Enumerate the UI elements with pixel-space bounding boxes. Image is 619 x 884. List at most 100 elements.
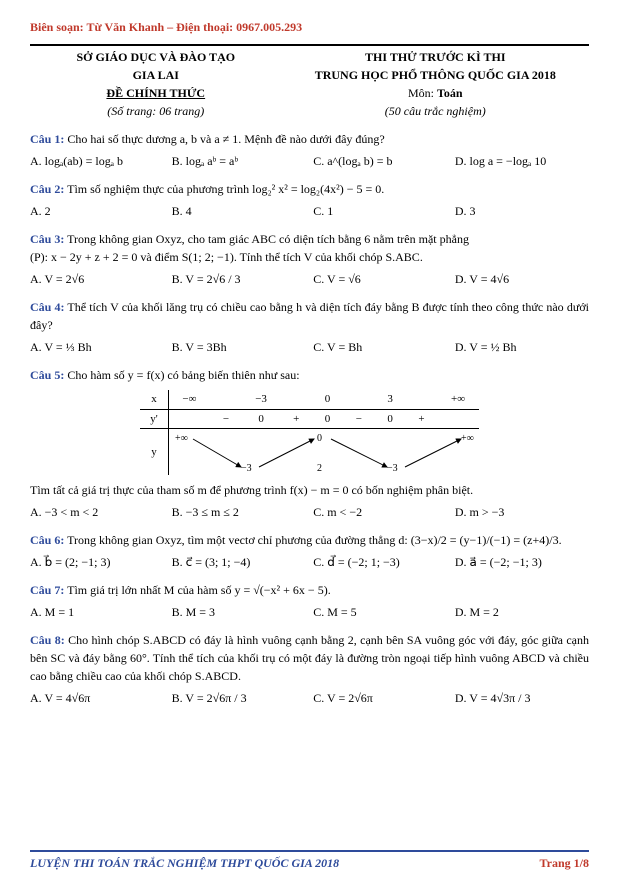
cell: y: [140, 429, 168, 476]
row-yp: y' − 0 + 0 − 0 +: [140, 409, 478, 429]
page-footer: LUYỆN THI TOÁN TRẮC NGHIỆM THPT QUỐC GIA…: [30, 850, 589, 872]
cell: 0: [242, 409, 280, 429]
q8-C: C. V = 2√6π: [313, 689, 447, 707]
question-5: Câu 5: Cho hàm số y = f(x) có bảng biến …: [30, 366, 589, 384]
row-x: x −∞ −3 0 3 +∞: [140, 390, 478, 409]
cell: +∞: [437, 390, 478, 409]
q5-options: A. −3 < m < 2 B. −3 ≤ m ≤ 2 C. m < −2 D.…: [30, 503, 589, 521]
q6-A: A. b⃗ = (2; −1; 3): [30, 553, 164, 571]
hr1: THI THỬ TRƯỚC KÌ THI: [282, 48, 589, 66]
cell: y': [140, 409, 168, 429]
footer-page: Trang 1/8: [540, 854, 589, 872]
cell: x: [140, 390, 168, 409]
q4-label: Câu 4:: [30, 300, 64, 314]
q5-B: B. −3 ≤ m ≤ 2: [172, 503, 306, 521]
q5-D: D. m > −3: [455, 503, 589, 521]
cell: −∞: [168, 390, 210, 409]
footer-title: LUYỆN THI TOÁN TRẮC NGHIỆM THPT QUỐC GIA…: [30, 854, 339, 872]
q6-D: D. a⃗ = (−2; −1; 3): [455, 553, 589, 571]
q7-A: A. M = 1: [30, 603, 164, 621]
q4-A: A. V = ⅓ Bh: [30, 338, 164, 356]
cell: +: [406, 409, 438, 429]
hl1: SỞ GIÁO DỤC VÀ ĐÀO TẠO: [30, 48, 282, 66]
q5-A: A. −3 < m < 2: [30, 503, 164, 521]
question-6: Câu 6: Trong không gian Oxyz, tìm một ve…: [30, 531, 589, 549]
cell: −3: [242, 390, 280, 409]
question-8: Câu 8: Cho hình chóp S.ABCD có đáy là hì…: [30, 631, 589, 685]
y-arrows: +∞ −3 0 2 −3 +∞: [168, 429, 479, 476]
q4-D: D. V = ½ Bh: [455, 338, 589, 356]
q8-label: Câu 8:: [30, 633, 65, 647]
q4-C: C. V = Bh: [313, 338, 447, 356]
q3-D: D. V = 4√6: [455, 270, 589, 288]
q2-text: Tìm số nghiệm thực của phương trình log₂…: [64, 182, 384, 196]
q1-C: C. a^(logₐ b) = b: [313, 152, 447, 170]
question-3: Câu 3: Trong không gian Oxyz, cho tam gi…: [30, 230, 589, 266]
cell: [210, 390, 242, 409]
q4-B: B. V = 3Bh: [172, 338, 306, 356]
cell: 0: [312, 409, 343, 429]
cell: 0: [375, 409, 406, 429]
svg-text:+∞: +∞: [175, 433, 188, 444]
q3-text2: (P): x − 2y + z + 2 = 0 và điểm S(1; 2; …: [30, 248, 589, 266]
q1-A: A. logₐ(ab) = logₐ b: [30, 152, 164, 170]
svg-text:0: 0: [317, 433, 322, 444]
q8-B: B. V = 2√6π / 3: [172, 689, 306, 707]
cell: [168, 409, 210, 429]
header-right: THI THỬ TRƯỚC KÌ THI TRUNG HỌC PHỔ THÔNG…: [282, 48, 589, 120]
cell: −: [210, 409, 242, 429]
exam-header: SỞ GIÁO DỤC VÀ ĐÀO TẠO GIA LAI ĐỀ CHÍNH …: [30, 44, 589, 120]
question-1: Câu 1: Cho hai số thực dương a, b và a ≠…: [30, 130, 589, 148]
cell: +: [280, 409, 312, 429]
q2-A: A. 2: [30, 202, 164, 220]
question-2: Câu 2: Tìm số nghiệm thực của phương trì…: [30, 180, 589, 198]
q1-D: D. log a = −logₐ 10: [455, 152, 589, 170]
header-left: SỞ GIÁO DỤC VÀ ĐÀO TẠO GIA LAI ĐỀ CHÍNH …: [30, 48, 282, 120]
q1-options: A. logₐ(ab) = logₐ b B. logₐ aᵇ = aᵇ C. …: [30, 152, 589, 170]
cell: [437, 409, 478, 429]
svg-text:−3: −3: [387, 463, 398, 473]
cell: 0: [312, 390, 343, 409]
q7-C: C. M = 5: [313, 603, 447, 621]
author-line: Biên soạn: Từ Văn Khanh – Điện thoại: 09…: [30, 18, 589, 36]
q3-B: B. V = 2√6 / 3: [172, 270, 306, 288]
variation-table: x −∞ −3 0 3 +∞ y' − 0 + 0 − 0 + y: [140, 390, 478, 475]
cell: [343, 390, 375, 409]
hr3: Môn: Toán: [282, 84, 589, 102]
row-y: y +∞ −3 0 2 −3 +∞: [140, 429, 478, 476]
hl2: GIA LAI: [30, 66, 282, 84]
question-7: Câu 7: Tìm giá trị lớn nhất M của hàm số…: [30, 581, 589, 599]
q6-B: B. c⃗ = (3; 1; −4): [172, 553, 306, 571]
q3-C: C. V = √6: [313, 270, 447, 288]
cell: [406, 390, 438, 409]
q1-label: Câu 1:: [30, 132, 64, 146]
q3-A: A. V = 2√6: [30, 270, 164, 288]
q2-B: B. 4: [172, 202, 306, 220]
hr2: TRUNG HỌC PHỔ THÔNG QUỐC GIA 2018: [282, 66, 589, 84]
cell: [280, 390, 312, 409]
hl3: ĐỀ CHÍNH THỨC: [30, 84, 282, 102]
question-4: Câu 4: Thể tích V của khối lăng trụ có c…: [30, 298, 589, 334]
svg-text:−3: −3: [241, 463, 252, 473]
q2-C: C. 1: [313, 202, 447, 220]
q5-text2: Tìm tất cả giá trị thực của tham số m để…: [30, 481, 589, 499]
svg-text:+∞: +∞: [461, 433, 474, 444]
q7-text: Tìm giá trị lớn nhất M của hàm số y = √(…: [64, 583, 330, 597]
q3-text1: Trong không gian Oxyz, cho tam giác ABC …: [64, 232, 469, 246]
q3-options: A. V = 2√6 B. V = 2√6 / 3 C. V = √6 D. V…: [30, 270, 589, 288]
q7-D: D. M = 2: [455, 603, 589, 621]
q2-options: A. 2 B. 4 C. 1 D. 3: [30, 202, 589, 220]
q1-text: Cho hai số thực dương a, b và a ≠ 1. Mện…: [64, 132, 384, 146]
cell: −: [343, 409, 375, 429]
arrows-svg: +∞ −3 0 2 −3 +∞: [169, 431, 479, 473]
q8-text: Cho hình chóp S.ABCD có đáy là hình vuôn…: [30, 633, 589, 683]
q6-label: Câu 6:: [30, 533, 64, 547]
q5-table-wrap: x −∞ −3 0 3 +∞ y' − 0 + 0 − 0 + y: [30, 390, 589, 475]
svg-text:2: 2: [317, 463, 322, 473]
q5-text: Cho hàm số y = f(x) có bảng biến thiên n…: [64, 368, 299, 382]
hl4: (Số trang: 06 trang): [30, 102, 282, 120]
q2-D: D. 3: [455, 202, 589, 220]
q6-text: Trong không gian Oxyz, tìm một vectơ chỉ…: [64, 533, 561, 547]
q6-options: A. b⃗ = (2; −1; 3) B. c⃗ = (3; 1; −4) C.…: [30, 553, 589, 571]
hr4: (50 câu trắc nghiệm): [282, 102, 589, 120]
